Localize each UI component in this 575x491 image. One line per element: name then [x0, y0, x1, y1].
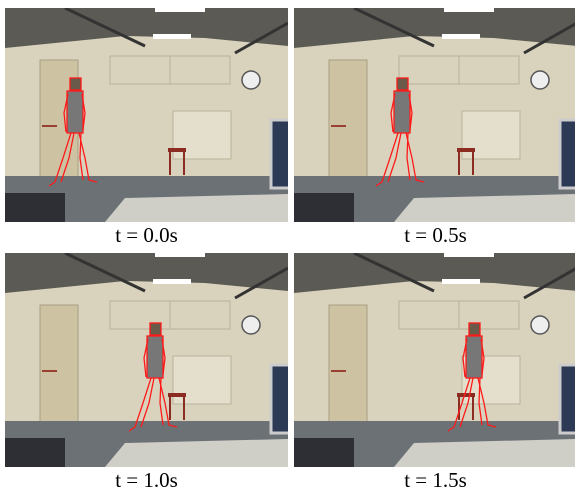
person-leg: [159, 377, 164, 426]
person-torso: [66, 90, 84, 134]
monitor: [558, 118, 575, 190]
desk-left: [294, 438, 354, 467]
person-leg: [48, 132, 72, 187]
person-arm: [390, 93, 396, 133]
ceiling-beam: [64, 253, 146, 293]
clock: [530, 315, 550, 335]
ceiling-beam: [523, 267, 575, 300]
person-head: [396, 77, 409, 91]
clock: [241, 315, 261, 335]
video-frame: [5, 8, 288, 222]
person-arm: [63, 93, 69, 133]
desk-left: [294, 193, 354, 222]
person-arm: [480, 338, 485, 376]
frame-image: [5, 253, 288, 467]
stool: [168, 148, 186, 152]
ceiling-beam: [523, 22, 575, 55]
desk: [394, 194, 575, 222]
person: [375, 77, 425, 187]
person-leg: [78, 132, 98, 183]
clock: [241, 70, 261, 90]
person-head: [468, 322, 481, 336]
frame-caption: t = 1.0s: [115, 468, 178, 491]
ceiling-light: [153, 34, 191, 39]
desk: [105, 439, 288, 467]
ceiling-beam: [234, 21, 288, 55]
video-frame: [294, 8, 575, 222]
frame-caption: t = 0.5s: [404, 223, 467, 247]
person-arm: [462, 338, 468, 378]
stool: [168, 393, 186, 397]
person-arm: [161, 338, 166, 376]
ceiling-light: [153, 279, 191, 284]
person-leg: [128, 377, 152, 432]
video-frame: [294, 253, 575, 467]
person-leg: [459, 377, 474, 428]
frame-image: [5, 8, 288, 222]
desk: [394, 439, 575, 467]
person-leg: [140, 377, 155, 428]
ceiling-light: [444, 8, 494, 12]
video-frame: [5, 253, 288, 467]
ceiling: [5, 8, 288, 48]
ceiling: [294, 253, 575, 293]
desk-left: [5, 438, 65, 467]
person: [48, 77, 98, 187]
frame-image: [294, 253, 575, 467]
person-leg: [60, 132, 75, 183]
ceiling-light: [155, 253, 205, 257]
stool: [457, 393, 475, 397]
desk-left: [5, 193, 65, 222]
ceiling-light: [444, 253, 494, 257]
person-leg: [387, 132, 402, 183]
desk: [105, 194, 288, 222]
person-leg: [406, 132, 411, 181]
person-arm: [143, 338, 149, 378]
person-leg: [79, 132, 84, 181]
person-arm: [408, 93, 413, 131]
frame-image: [294, 8, 575, 222]
ceiling-beam: [353, 253, 435, 293]
person-torso: [465, 335, 483, 379]
person: [447, 322, 497, 432]
frame-caption: t = 0.0s: [115, 223, 178, 247]
upper-panel: [458, 300, 520, 330]
person-torso: [393, 90, 411, 134]
ceiling-beam: [353, 8, 435, 48]
person-leg: [478, 377, 483, 426]
person-arm: [81, 93, 86, 131]
ceiling: [294, 8, 575, 48]
person-torso: [146, 335, 164, 379]
ceiling-light: [155, 8, 205, 12]
upper-panel: [169, 300, 231, 330]
frame-caption: t = 1.5s: [404, 468, 467, 491]
clock: [530, 70, 550, 90]
person-head: [149, 322, 162, 336]
ceiling-light: [442, 279, 480, 284]
upper-panel: [169, 55, 231, 85]
ceiling-light: [442, 34, 480, 39]
person-head: [69, 77, 82, 91]
person-leg: [375, 132, 399, 187]
person-leg: [158, 377, 178, 428]
person: [128, 322, 178, 432]
ceiling: [5, 253, 288, 293]
person-leg: [477, 377, 497, 428]
monitor: [558, 363, 575, 435]
monitor: [269, 363, 288, 435]
person-leg: [447, 377, 471, 432]
stool: [457, 148, 475, 152]
ceiling-beam: [234, 266, 288, 300]
upper-panel: [458, 55, 520, 85]
monitor: [269, 118, 288, 190]
person-leg: [405, 132, 425, 183]
ceiling-beam: [64, 8, 146, 48]
